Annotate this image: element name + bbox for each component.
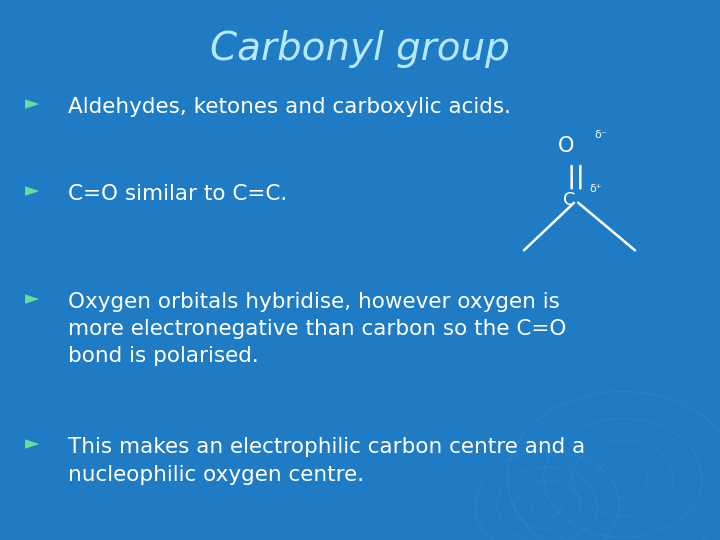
Text: C=O similar to C=C.: C=O similar to C=C. [68,184,288,204]
Text: C: C [562,191,575,209]
Text: Carbonyl group: Carbonyl group [210,30,510,68]
Text: ►: ► [25,181,40,200]
Text: ►: ► [25,435,40,454]
Text: O: O [558,136,574,156]
Text: δ⁺: δ⁺ [589,184,602,194]
Text: This makes an electrophilic carbon centre and a
nucleophilic oxygen centre.: This makes an electrophilic carbon centr… [68,437,585,484]
Text: ►: ► [25,289,40,308]
Text: Oxygen orbitals hybridise, however oxygen is
more electronegative than carbon so: Oxygen orbitals hybridise, however oxyge… [68,292,567,366]
Text: Aldehydes, ketones and carboxylic acids.: Aldehydes, ketones and carboxylic acids. [68,97,511,117]
Text: ►: ► [25,94,40,113]
Text: δ⁻: δ⁻ [594,130,607,140]
